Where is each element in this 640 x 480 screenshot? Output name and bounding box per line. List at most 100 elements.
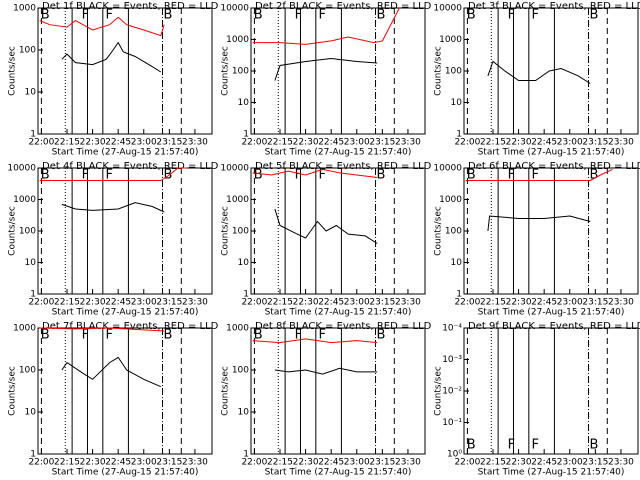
x-tick-label: 23:15 [582,138,608,148]
event-label: F [82,168,89,183]
y-tick-label: 100 [19,46,36,56]
event-label: F [319,328,326,343]
x-tick-label: 22:00 [454,458,480,468]
x-tick-label: 23:30 [182,138,208,148]
y-tick-label: 10000 [433,164,462,174]
y-tick-label: 1 [456,290,462,300]
y-tick-label: 100 [445,227,462,237]
event-label: F [508,168,515,183]
event-label: F [106,168,113,183]
event-label: F [532,8,539,23]
y-tick-label: 10000 [433,4,462,14]
y-tick-label: 10000 [220,4,249,14]
y-tick-label: 10000 [7,164,36,174]
x-tick-label: 22:45 [105,138,131,148]
panel: Det 9f BLACK = Events, RED = LLD Counts/s… [434,321,640,478]
x-tick-label: 23:30 [395,298,421,308]
series-line [252,168,378,178]
event-label: F [508,8,515,23]
y-axis-label: Counts/sec [434,46,444,96]
y-axis-label: Counts/sec [434,206,444,256]
x-tick-label: 22:15 [54,298,80,308]
x-axis-label: Start Time (27-Aug-15 21:57:40) [52,148,199,158]
x-tick-label: 22:15 [480,298,506,308]
y-tick-label: 100 [232,227,249,237]
x-tick-label: 23:30 [608,298,634,308]
y-tick-label: 10 [25,258,37,268]
x-tick-label: 23:00 [131,458,157,468]
event-label: F [508,438,515,453]
panel: Det 3f BLACK = Events, RED = LLD Counts/s… [433,1,640,158]
y-tick-label: 10000 [220,164,249,174]
event-label: B [590,8,599,23]
y-tick-label: 1 [243,130,249,140]
x-tick-label: 22:00 [241,138,267,148]
y-tick-label: 1000 [13,4,36,14]
x-tick-label: 23:00 [557,298,583,308]
x-tick-label: 23:00 [557,458,583,468]
event-label: B [254,168,263,183]
x-tick-label: 22:30 [506,138,532,148]
chart-title: Det 6f BLACK = Events, RED = LLD [468,161,640,172]
panel: Det 8f BLACK = Events, RED = LLD Counts/s… [221,321,432,478]
y-tick-label: 100 [19,366,36,376]
y-axis-label: Counts/sec [8,366,18,416]
x-tick-label: 23:00 [557,138,583,148]
y-tick-label: 1 [456,130,462,140]
x-tick-label: 22:15 [267,298,293,308]
x-tick-label: 22:00 [28,138,54,148]
x-tick-label: 22:15 [480,458,506,468]
chart-title: Det 9f BLACK = Events, RED = LLD [468,321,640,332]
x-tick-label: 22:45 [531,138,557,148]
chart-title: Det 1f BLACK = Events, RED = LLD [42,1,219,12]
event-label: B [254,8,263,23]
panel: Det 5f BLACK = Events, RED = LLD Counts/s… [220,161,431,318]
event-label: F [106,8,113,23]
series-line [487,60,591,84]
y-tick-label: 10 [25,408,37,418]
y-tick-label: 100 [19,227,36,237]
x-tick-label: 22:30 [293,138,319,148]
x-tick-label: 23:00 [344,458,370,468]
y-tick-label: 100 [445,67,462,77]
x-axis-label: Start Time (27-Aug-15 21:57:40) [478,468,625,478]
chart-title: Det 3f BLACK = Events, RED = LLD [468,1,640,12]
y-tick-label: 1 [30,290,36,300]
y-tick-label: 1000 [13,324,36,334]
x-tick-label: 22:45 [318,458,344,468]
x-tick-label: 23:00 [131,138,157,148]
chart-title: Det 4f BLACK = Events, RED = LLD [42,161,219,172]
plot-frame [463,167,639,295]
event-label: F [532,168,539,183]
y-tick-label: 1000 [439,35,462,45]
series-line [465,168,613,181]
plot-frame [37,167,213,295]
y-tick-label: 1 [243,450,249,460]
y-tick-label: 10 [451,258,463,268]
x-tick-label: 22:30 [293,298,319,308]
plot-frame [37,327,213,455]
chart-title: Det 7f BLACK = Events, RED = LLD [42,321,219,332]
y-tick-label: 10⁻³ [442,355,462,365]
x-tick-label: 22:00 [28,458,54,468]
x-tick-label: 22:15 [54,138,80,148]
event-label: B [467,8,476,23]
x-tick-label: 22:30 [80,298,106,308]
x-tick-label: 23:30 [395,458,421,468]
event-label: F [319,168,326,183]
event-label: B [377,328,386,343]
x-tick-label: 22:15 [54,458,80,468]
x-tick-label: 22:45 [318,138,344,148]
x-tick-label: 22:00 [454,138,480,148]
panel: Det 4f BLACK = Events, RED = LLD Counts/s… [7,161,218,318]
event-label: B [164,8,173,23]
event-label: B [590,438,599,453]
event-label: F [106,328,113,343]
x-tick-label: 23:30 [182,458,208,468]
event-label: B [41,168,50,183]
x-tick-label: 23:15 [369,458,395,468]
y-axis-label: Counts/sec [221,366,231,416]
x-tick-label: 23:15 [369,298,395,308]
